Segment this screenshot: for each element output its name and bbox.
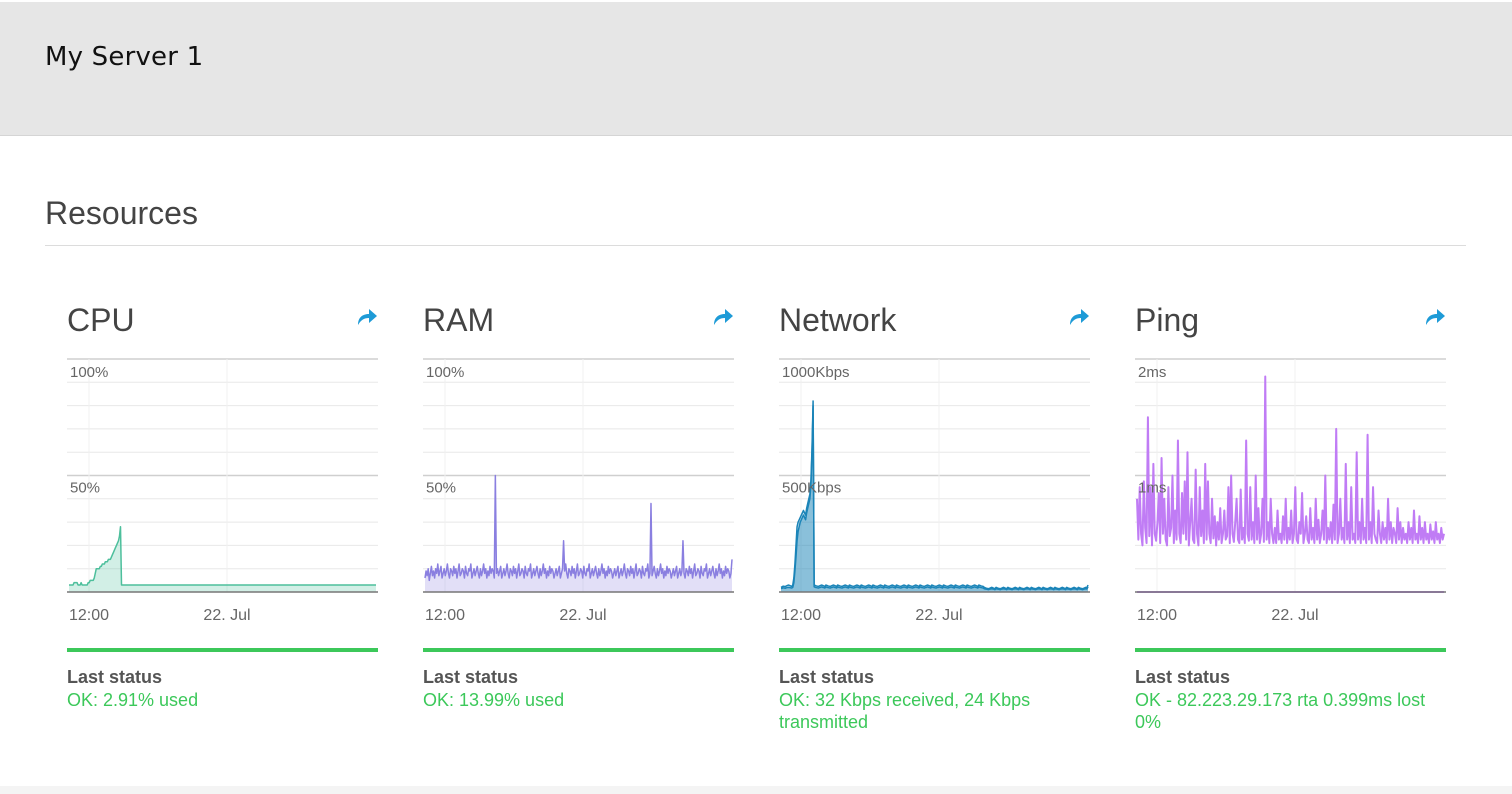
section-title: Resources	[45, 195, 198, 231]
share-icon[interactable]	[712, 306, 734, 328]
section-divider	[45, 245, 1466, 246]
server-title: My Server 1	[45, 42, 204, 72]
status-value: OK: 2.91% used	[67, 690, 199, 710]
status-bar	[779, 648, 1090, 652]
share-icon[interactable]	[1068, 306, 1090, 328]
status-label: Last status	[67, 667, 163, 687]
status-bar	[67, 648, 378, 652]
y-tick-label: 50%	[70, 480, 100, 497]
x-tick-label: 12:00	[69, 607, 109, 624]
series-line	[1136, 375, 1445, 547]
status-bar	[1135, 648, 1446, 652]
x-tick-label: 12:00	[425, 607, 465, 624]
card-cpu: CPU 100% 50% 12:00 22. Jul Last status OK: …	[67, 300, 378, 750]
series-line	[69, 526, 376, 586]
series-line	[780, 404, 1089, 591]
chart-network: 1000Kbps 500Kbps 12:00 22. Jul	[779, 358, 1090, 624]
x-tick-label: 12:00	[1137, 607, 1177, 624]
x-tick-label: 22. Jul	[1271, 607, 1318, 624]
series-area	[425, 475, 732, 592]
series-area	[781, 405, 1088, 592]
y-tick-label: 2ms	[1138, 364, 1166, 381]
card-title: CPU	[67, 302, 135, 338]
series-line	[780, 400, 1089, 590]
chart-ping: 2ms 1ms 12:00 22. Jul	[1135, 358, 1446, 624]
status-bar	[423, 648, 734, 652]
header-bar: My Server 1	[0, 2, 1512, 136]
y-tick-label: 100%	[70, 364, 108, 381]
series-area	[781, 400, 1088, 592]
x-tick-label: 22. Jul	[915, 607, 962, 624]
y-tick-label: 1ms	[1138, 480, 1166, 497]
chart-ram: 100% 50% 12:00 22. Jul	[423, 358, 734, 624]
page-footer	[0, 786, 1512, 794]
series-line	[424, 474, 733, 582]
card-ram: RAM 100% 50% 12:00 22. Jul Last status OK: …	[423, 300, 734, 750]
y-tick-label: 50%	[426, 480, 456, 497]
status-value: OK - 82.223.29.173 rta 0.399ms lost 0%	[1135, 690, 1426, 732]
card-title: Ping	[1135, 302, 1200, 338]
x-tick-label: 22. Jul	[203, 607, 250, 624]
status-label: Last status	[779, 667, 875, 687]
status-value: OK: 32 Kbps received, 24 Kbps transmitte…	[779, 690, 1031, 732]
y-tick-label: 500Kbps	[782, 480, 841, 497]
y-tick-label: 100%	[426, 364, 464, 381]
series-area	[69, 526, 376, 592]
status-label: Last status	[423, 667, 519, 687]
card-title: RAM	[423, 302, 495, 338]
card-network: Network 1000Kbps 500Kbps 12:00 22. Jul Last…	[779, 300, 1090, 750]
x-tick-label: 12:00	[781, 607, 821, 624]
share-icon[interactable]	[356, 306, 378, 328]
status-label: Last status	[1135, 667, 1231, 687]
status-value: OK: 13.99% used	[423, 690, 565, 710]
chart-cpu: 100% 50% 12:00 22. Jul	[67, 358, 378, 624]
card-title: Network	[779, 302, 897, 338]
card-ping: Ping 2ms 1ms 12:00 22. Jul Last status OK -…	[1135, 300, 1446, 750]
x-tick-label: 22. Jul	[559, 607, 606, 624]
y-tick-label: 1000Kbps	[782, 364, 850, 381]
share-icon[interactable]	[1424, 306, 1446, 328]
